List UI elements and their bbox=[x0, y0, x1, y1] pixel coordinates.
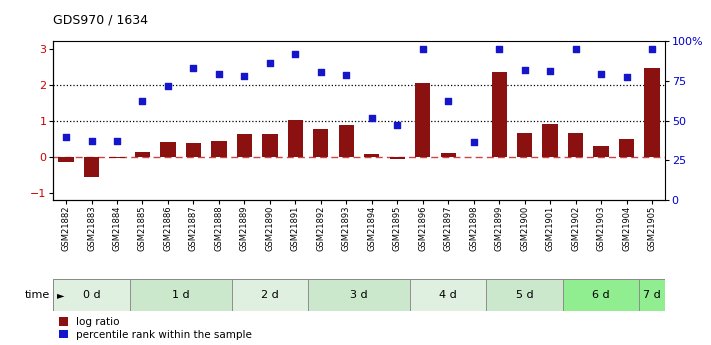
Bar bbox=[441, 153, 456, 157]
Bar bbox=[211, 141, 227, 157]
Text: ►: ► bbox=[57, 290, 65, 300]
Text: 0 d: 0 d bbox=[82, 290, 100, 300]
Bar bbox=[308, 279, 410, 311]
Bar bbox=[486, 279, 563, 311]
Text: time: time bbox=[24, 290, 50, 300]
Bar bbox=[288, 120, 303, 157]
Bar bbox=[237, 134, 252, 157]
Bar bbox=[135, 152, 150, 157]
Bar bbox=[568, 134, 583, 157]
Bar bbox=[639, 279, 665, 311]
Bar bbox=[58, 157, 74, 161]
Point bbox=[162, 83, 173, 89]
Point bbox=[366, 116, 378, 121]
Point bbox=[239, 73, 250, 78]
Bar bbox=[619, 139, 634, 157]
Text: 5 d: 5 d bbox=[516, 290, 533, 300]
Point bbox=[341, 72, 352, 77]
Bar bbox=[594, 146, 609, 157]
Bar bbox=[186, 143, 201, 157]
Point bbox=[392, 122, 403, 128]
Text: 1 d: 1 d bbox=[172, 290, 190, 300]
Point bbox=[112, 138, 123, 144]
Point bbox=[86, 138, 97, 144]
Point bbox=[315, 69, 326, 75]
Point bbox=[60, 134, 72, 140]
Text: GDS970 / 1634: GDS970 / 1634 bbox=[53, 14, 149, 27]
Point bbox=[595, 71, 606, 77]
Bar bbox=[542, 124, 557, 157]
Point bbox=[137, 98, 148, 104]
Point bbox=[289, 51, 301, 57]
Bar bbox=[161, 142, 176, 157]
Bar bbox=[129, 279, 232, 311]
Point bbox=[519, 68, 530, 73]
Text: 2 d: 2 d bbox=[261, 290, 279, 300]
Bar bbox=[517, 134, 533, 157]
Bar bbox=[563, 279, 639, 311]
Point bbox=[621, 75, 632, 80]
Point bbox=[188, 66, 199, 71]
Bar bbox=[109, 157, 124, 158]
Bar bbox=[644, 68, 660, 157]
Bar bbox=[410, 279, 486, 311]
Bar bbox=[232, 279, 308, 311]
Point bbox=[442, 98, 454, 104]
Point bbox=[213, 71, 225, 77]
Point bbox=[545, 69, 556, 74]
Bar bbox=[338, 125, 354, 157]
Point bbox=[417, 47, 429, 52]
Bar bbox=[415, 83, 430, 157]
Bar bbox=[262, 135, 277, 157]
Text: 3 d: 3 d bbox=[351, 290, 368, 300]
Point bbox=[468, 139, 479, 145]
Bar bbox=[491, 72, 507, 157]
Text: 4 d: 4 d bbox=[439, 290, 457, 300]
Text: 7 d: 7 d bbox=[643, 290, 661, 300]
Bar bbox=[364, 154, 380, 157]
Point bbox=[570, 47, 582, 52]
Point bbox=[493, 47, 505, 52]
Bar bbox=[84, 157, 99, 177]
Bar bbox=[313, 129, 328, 157]
Point bbox=[264, 60, 276, 66]
Point bbox=[646, 47, 658, 52]
Bar bbox=[390, 157, 405, 159]
Legend: log ratio, percentile rank within the sample: log ratio, percentile rank within the sa… bbox=[58, 317, 252, 340]
Text: 6 d: 6 d bbox=[592, 290, 610, 300]
Bar bbox=[53, 279, 129, 311]
